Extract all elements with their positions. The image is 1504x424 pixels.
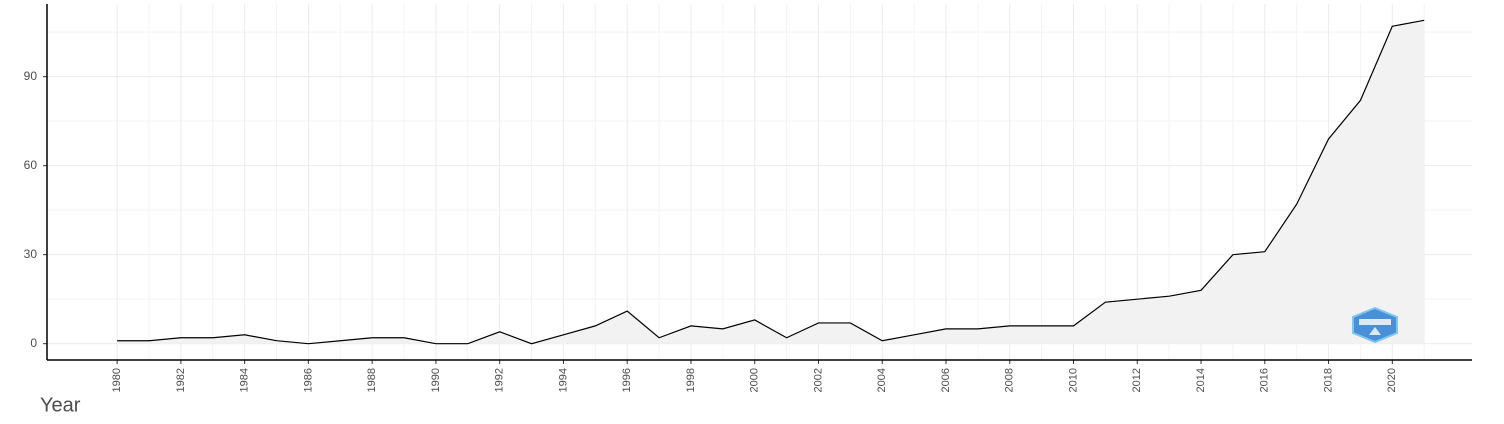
x-tick-label: 1996 xyxy=(621,368,633,392)
x-tick-label: 2016 xyxy=(1259,368,1271,392)
x-tick-label: 1988 xyxy=(366,368,378,392)
x-tick-label: 2004 xyxy=(876,368,888,392)
x-tick-label: 1982 xyxy=(175,368,187,392)
x-tick-label: 2006 xyxy=(940,368,952,392)
x-tick-label: 2002 xyxy=(812,368,824,392)
plot: 0 30 60 90 1980 1982 1984 1986 1988 1990 1992 1994 1… xyxy=(24,4,1472,392)
x-tick-label: 1998 xyxy=(685,368,697,392)
y-tick-label: 60 xyxy=(24,158,38,172)
x-tick-label: 1992 xyxy=(494,368,506,392)
x-tick-label: 1986 xyxy=(302,368,314,392)
x-tick-label: 1980 xyxy=(111,368,123,392)
x-tick-label: 2012 xyxy=(1131,368,1143,392)
x-tick-label: 1994 xyxy=(557,368,569,392)
x-tick-label: 1984 xyxy=(239,368,251,392)
y-tick-label: 0 xyxy=(30,336,37,350)
y-tick-label: 90 xyxy=(24,69,38,83)
y-tick-label: 30 xyxy=(24,247,38,261)
x-tick-label: 2000 xyxy=(749,368,761,392)
x-tick-label: 2020 xyxy=(1386,368,1398,392)
x-tick-label: 1990 xyxy=(430,368,442,392)
x-tick-label: 2014 xyxy=(1195,368,1207,392)
line xyxy=(117,19,1425,345)
logo xyxy=(1352,306,1398,344)
x-tick-label: 2010 xyxy=(1067,368,1079,392)
x-tick-label: 2008 xyxy=(1004,368,1016,392)
area xyxy=(117,20,1425,344)
x-axis-label: Year xyxy=(40,394,81,416)
x-tick-label: 2018 xyxy=(1322,368,1334,392)
